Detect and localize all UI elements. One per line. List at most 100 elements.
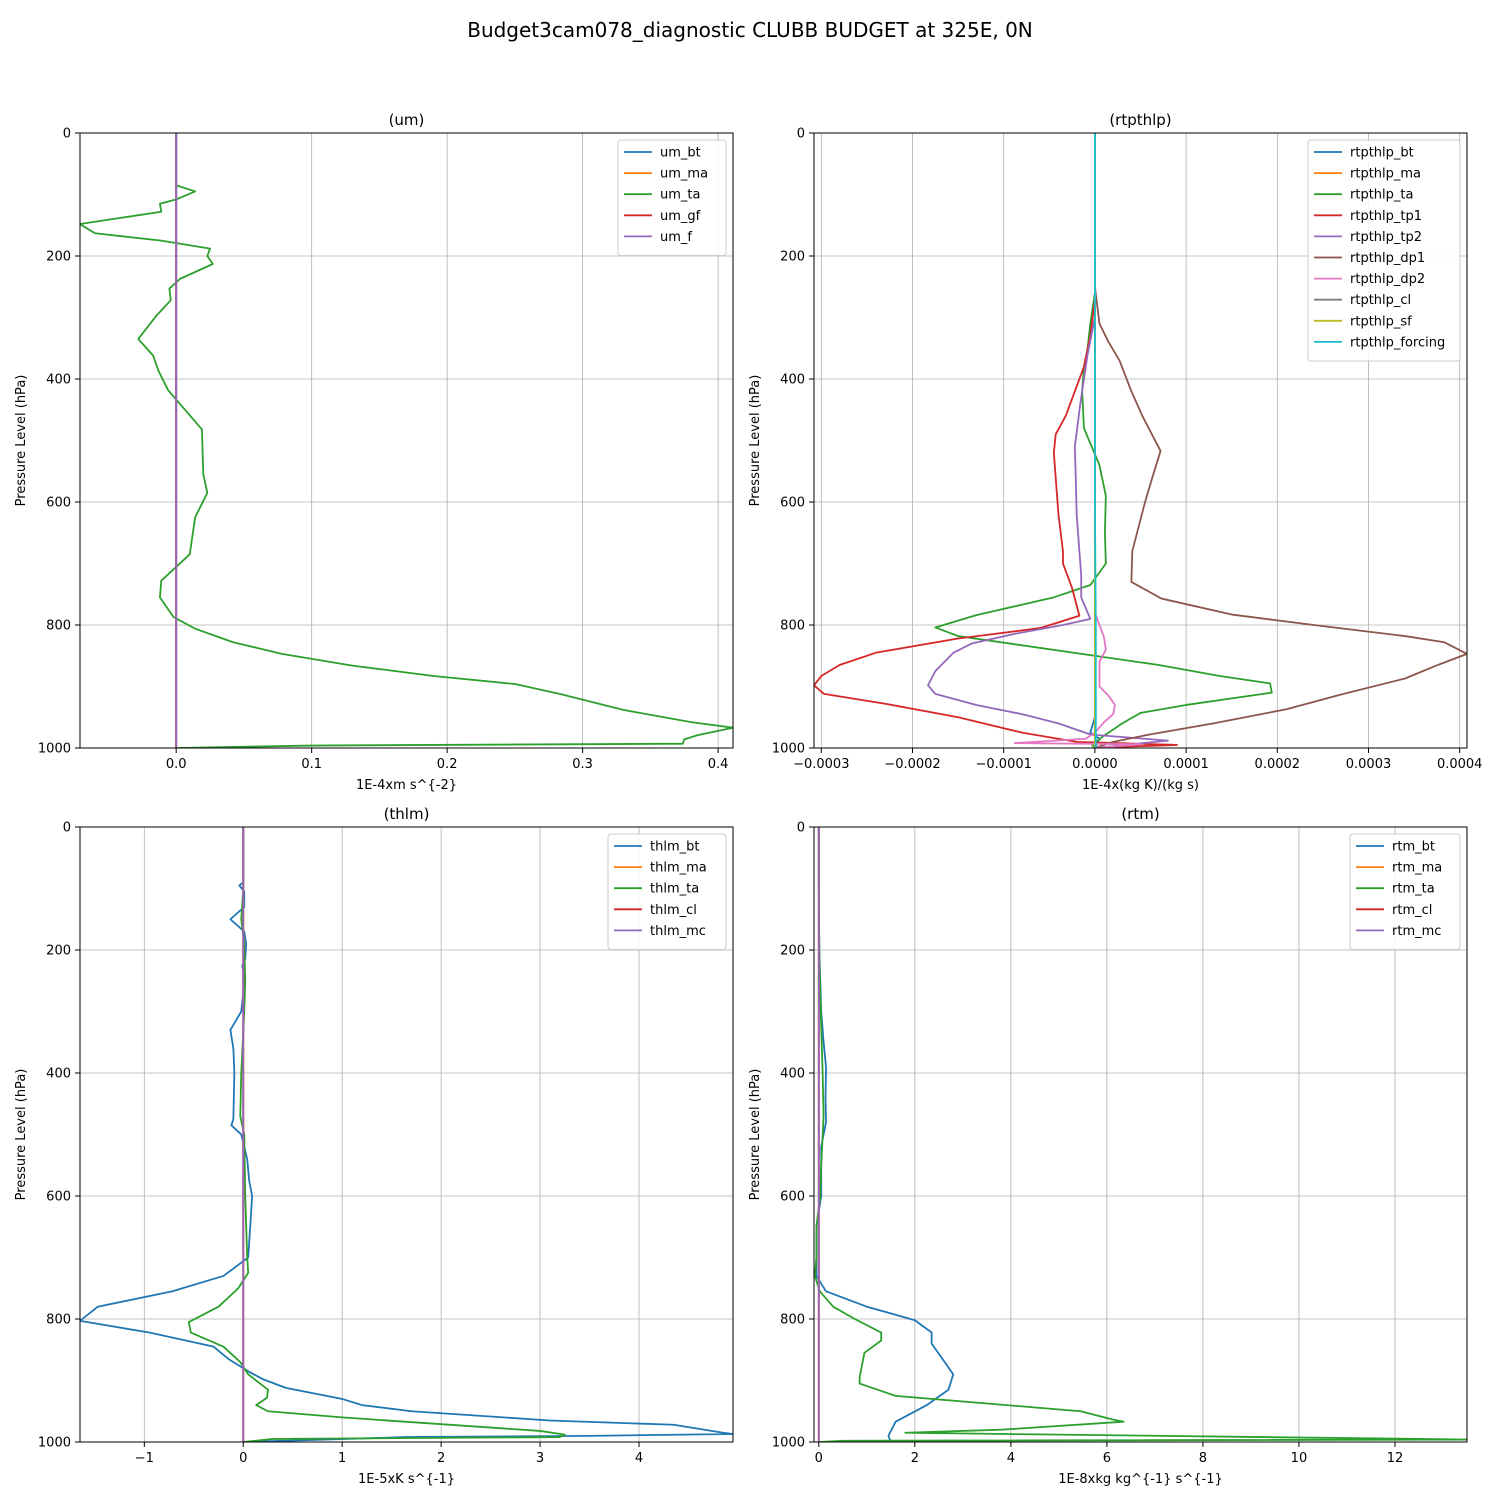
legend: rtm_bt rtm_ma rtm_ta rtm_cl rtm_mc bbox=[1349, 833, 1461, 950]
legend-entry-label: thlm_ta bbox=[650, 882, 699, 897]
legend-entry-label: um_gf bbox=[660, 209, 701, 224]
legend-entry-label: rtpthlp_tp1 bbox=[1350, 209, 1422, 224]
legend-entry-label: um_ma bbox=[660, 167, 708, 182]
y-tick-label: 400 bbox=[46, 1067, 71, 1082]
x-tick-label: 8 bbox=[1199, 1451, 1207, 1466]
y-tick-label: 800 bbox=[46, 619, 71, 634]
x-tick-label: −0.0003 bbox=[793, 757, 849, 772]
y-axis-label: Pressure Level (hPa) bbox=[748, 1069, 763, 1201]
x-tick-label: 0.3 bbox=[572, 757, 593, 772]
x-axis-label: 1E-8xkg kg^{-1} s^{-1} bbox=[1058, 1472, 1223, 1487]
legend: rtpthlp_bt rtpthlp_ma rtpthlp_ta rtpthlp_tp… bbox=[1307, 139, 1461, 362]
subplots: 0.0 0.1 0.2 0.3 0.402004006008001000(um)1E-4… bbox=[14, 111, 1482, 1487]
series-lines bbox=[80, 133, 733, 748]
y-tick-label: 0 bbox=[797, 821, 805, 836]
figure-title: Budget3cam078_diagnostic CLUBB BUDGET at… bbox=[467, 18, 1033, 42]
legend-entry-label: um_f bbox=[660, 230, 692, 245]
y-tick-label: 600 bbox=[780, 496, 805, 511]
subplot-title: (rtm) bbox=[1121, 805, 1159, 823]
y-axis-label: Pressure Level (hPa) bbox=[14, 1069, 29, 1201]
y-tick-label: 200 bbox=[46, 250, 71, 265]
legend-entry-label: thlm_cl bbox=[650, 903, 697, 918]
x-tick-label: 1 bbox=[338, 1451, 346, 1466]
series-lines bbox=[814, 133, 1467, 748]
legend-entry-label: rtm_cl bbox=[1392, 903, 1432, 918]
y-tick-label: 400 bbox=[780, 1067, 805, 1082]
legend-entry-label: rtm_mc bbox=[1392, 924, 1441, 939]
x-tick-label: 4 bbox=[1007, 1451, 1015, 1466]
y-tick-label: 200 bbox=[46, 944, 71, 959]
subplot-title: (rtpthlp) bbox=[1109, 111, 1171, 129]
series-line-rtm_ta bbox=[814, 827, 1467, 1442]
x-tick-label: 10 bbox=[1291, 1451, 1308, 1466]
legend-entry-label: rtpthlp_ma bbox=[1350, 167, 1421, 182]
subplot-4: 0 2 4 6 8 10 12 0 200 400 600 800 1000 (rtm) 1E-8xkg k… bbox=[748, 805, 1468, 1487]
legend-entry-label: rtpthlp_bt bbox=[1350, 146, 1414, 161]
legend-entry-label: rtpthlp_forcing bbox=[1350, 335, 1445, 350]
y-tick-label: 400 bbox=[780, 373, 805, 388]
x-tick-label: 2 bbox=[911, 1451, 919, 1466]
series-line-rtpthlp_dp2 bbox=[1013, 133, 1142, 748]
series-line-rtpthlp_forcing bbox=[1094, 133, 1097, 748]
legend: um_bt um_ma um_ta um_gf um_f bbox=[617, 139, 727, 256]
legend-entry-label: rtpthlp_sf bbox=[1350, 314, 1412, 329]
series-line-rtpthlp_dp1 bbox=[1094, 133, 1467, 748]
x-tick-label: 0 bbox=[815, 1451, 823, 1466]
subplot-3: −1 0 1 2 3 4 0 200 400 600 800 1000 (thlm) 1E-5xK s^{… bbox=[14, 805, 734, 1487]
subplot-2: −0.0003 −0.0002 −0.0001 0.0000 0.0001 0.0002 0… bbox=[748, 111, 1482, 793]
y-tick-label: 0 bbox=[63, 127, 71, 142]
legend-box bbox=[1349, 833, 1461, 950]
y-tick-label: 1000 bbox=[38, 1436, 71, 1451]
x-tick-label: 2 bbox=[437, 1451, 445, 1466]
y-axis-label: Pressure Level (hPa) bbox=[748, 375, 763, 507]
legend-box bbox=[1307, 139, 1461, 362]
x-tick-label: 6 bbox=[1103, 1451, 1111, 1466]
axes-frame bbox=[79, 826, 734, 1443]
axes-frame bbox=[813, 826, 1468, 1443]
legend-entry-label: rtpthlp_dp1 bbox=[1350, 251, 1425, 266]
legend-entry-label: rtpthlp_dp2 bbox=[1350, 272, 1425, 287]
y-tick-label: 1000 bbox=[772, 742, 805, 757]
series-line-thlm_bt bbox=[80, 827, 733, 1442]
legend-entry-label: rtpthlp_cl bbox=[1350, 293, 1411, 308]
x-tick-label: 0 bbox=[239, 1451, 247, 1466]
x-tick-label: 0.1 bbox=[301, 757, 322, 772]
y-tick-label: 800 bbox=[780, 619, 805, 634]
y-tick-label: 0 bbox=[63, 821, 71, 836]
y-tick-label: 600 bbox=[780, 1190, 805, 1205]
legend-entry-label: rtm_ma bbox=[1392, 861, 1442, 876]
y-tick-label: 0 bbox=[797, 127, 805, 142]
y-tick-label: 1000 bbox=[772, 1436, 805, 1451]
series-line-thlm_ta bbox=[187, 827, 566, 1442]
legend-entry-label: rtm_bt bbox=[1392, 840, 1435, 855]
y-tick-label: 600 bbox=[46, 496, 71, 511]
x-tick-label: 0.0001 bbox=[1163, 757, 1209, 772]
subplot-title: (thlm) bbox=[384, 805, 430, 823]
legend: thlm_bt thlm_ma thlm_ta thlm_cl thlm_mc bbox=[607, 833, 727, 950]
x-tick-label: 0.0002 bbox=[1255, 757, 1301, 772]
x-tick-label: 0.0003 bbox=[1346, 757, 1392, 772]
axes-frame bbox=[79, 132, 734, 749]
x-tick-label: −1 bbox=[135, 1451, 154, 1466]
axes-frame bbox=[813, 132, 1468, 749]
x-tick-label: 0.0004 bbox=[1437, 757, 1483, 772]
subplot-title: (um) bbox=[389, 111, 425, 129]
legend-entry-label: rtpthlp_tp2 bbox=[1350, 230, 1422, 245]
series-line-um_ta bbox=[80, 133, 733, 748]
series-lines bbox=[80, 827, 733, 1442]
x-tick-label: −0.0002 bbox=[884, 757, 940, 772]
x-tick-label: 0.0 bbox=[166, 757, 187, 772]
y-axis-label: Pressure Level (hPa) bbox=[14, 375, 29, 507]
legend-entry-label: um_ta bbox=[660, 188, 700, 203]
subplot-1: 0.0 0.1 0.2 0.3 0.4 0 200 400 600 800 1000 (um) 1E-4… bbox=[14, 111, 734, 793]
y-tick-label: 600 bbox=[46, 1190, 71, 1205]
series-line-rtpthlp_ta bbox=[934, 133, 1273, 748]
y-tick-label: 400 bbox=[46, 373, 71, 388]
legend-entry-label: rtm_ta bbox=[1392, 882, 1435, 897]
x-tick-label: 0.0000 bbox=[1072, 757, 1118, 772]
x-tick-label: 4 bbox=[635, 1451, 643, 1466]
y-tick-label: 800 bbox=[46, 1313, 71, 1328]
series-line-rtpthlp_tp1 bbox=[814, 133, 1178, 748]
